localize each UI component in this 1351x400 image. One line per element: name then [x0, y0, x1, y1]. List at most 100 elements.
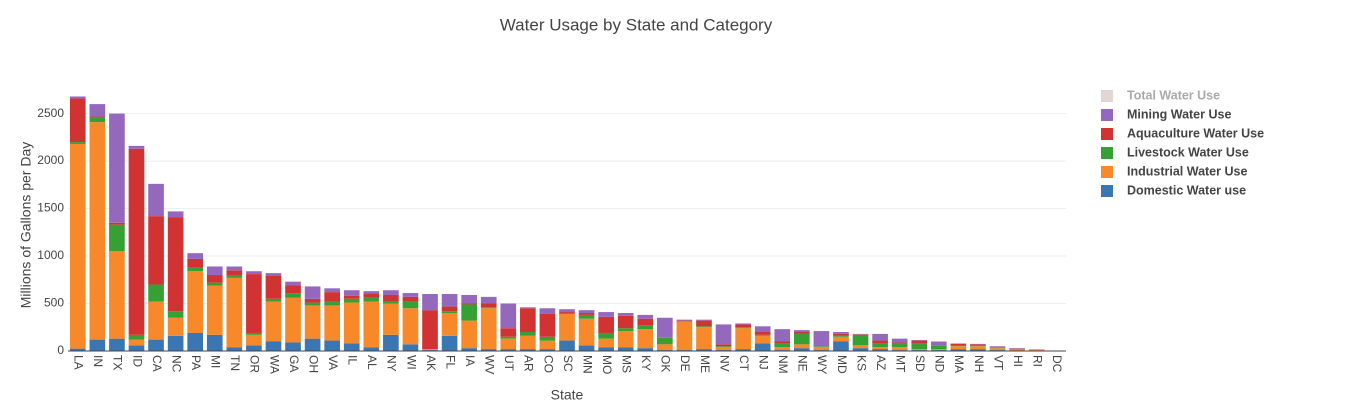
- legend-label[interactable]: Domestic Water use: [1127, 183, 1246, 197]
- x-tick-label: ME: [698, 355, 712, 373]
- bar-segment: [793, 332, 810, 334]
- bar-segment: [246, 332, 262, 335]
- bar-segment: [109, 113, 125, 223]
- x-tick-label: HI: [1011, 355, 1025, 367]
- x-tick-label: ND: [933, 355, 947, 373]
- x-tick-label: MD: [835, 355, 849, 374]
- chart-title: Water Usage by State and Category: [500, 15, 773, 34]
- bar-segment: [69, 348, 86, 351]
- bar-segment: [128, 334, 145, 340]
- bar-segment: [833, 336, 849, 342]
- x-tick-label: CA: [150, 355, 164, 372]
- bar-segment: [480, 349, 497, 351]
- bar-segment: [598, 338, 614, 348]
- x-tick-label: AK: [424, 355, 438, 371]
- bar-segment: [441, 311, 458, 314]
- legend-label[interactable]: Aquaculture Water Use: [1127, 126, 1264, 140]
- bar-segment: [598, 347, 614, 351]
- x-tick-label: IN: [91, 355, 105, 367]
- x-tick-label: VT: [991, 355, 1005, 371]
- bar-segment: [774, 343, 791, 348]
- bar-segment: [970, 344, 986, 346]
- bar-segment: [128, 339, 145, 346]
- bar-segment: [833, 332, 849, 334]
- legend-swatch[interactable]: [1101, 128, 1113, 140]
- bar-segment: [89, 117, 106, 123]
- bar-segment: [109, 222, 125, 225]
- y-tick-label: 1000: [37, 248, 64, 262]
- bar-segment: [657, 337, 673, 345]
- legend-swatch[interactable]: [1101, 147, 1113, 159]
- bar-segment: [813, 346, 830, 348]
- x-tick-label: IL: [346, 355, 360, 365]
- bar-segment: [324, 301, 341, 306]
- bar-segment: [480, 307, 497, 309]
- x-tick-label: ID: [130, 355, 144, 367]
- x-tick-label: TX: [111, 355, 125, 370]
- bar-segment: [167, 211, 184, 218]
- x-tick-label: OH: [306, 355, 320, 373]
- bar-segment: [989, 346, 1006, 348]
- bar-segment: [520, 332, 536, 336]
- x-tick-label: NM: [776, 355, 790, 374]
- bar-segment: [637, 314, 654, 319]
- x-tick-label: LA: [72, 355, 86, 370]
- legend-swatch[interactable]: [1101, 166, 1113, 178]
- bar-segment: [304, 305, 321, 339]
- bar-segment: [872, 347, 888, 350]
- legend-label[interactable]: Industrial Water Use: [1127, 164, 1247, 178]
- bar-segment: [696, 319, 712, 321]
- x-axis-title: State: [551, 387, 584, 400]
- bar-segment: [324, 305, 341, 341]
- bar-segment: [226, 270, 243, 276]
- y-axis-title: Millions of Gallons per Day: [18, 142, 34, 309]
- bar-segment: [422, 310, 438, 350]
- x-tick-label: CT: [737, 355, 751, 372]
- x-tick-label: SD: [913, 355, 927, 372]
- bar-segment: [402, 344, 419, 351]
- bar-segment: [852, 334, 869, 346]
- bar-segment: [754, 332, 771, 335]
- bar-segment: [891, 347, 908, 351]
- bar-segment: [402, 296, 419, 302]
- legend-swatch[interactable]: [1101, 185, 1113, 197]
- bar-segment: [480, 296, 497, 304]
- bar-segment: [285, 285, 301, 294]
- bar-segment: [343, 302, 360, 344]
- bar-segment: [520, 308, 536, 333]
- bar-segment: [148, 284, 164, 302]
- bar-segment: [89, 116, 106, 118]
- bar-segment: [343, 343, 360, 351]
- x-tick-label: WI: [404, 355, 418, 370]
- legend-label[interactable]: Livestock Water Use: [1127, 145, 1249, 159]
- bar-segment: [167, 217, 184, 312]
- bar-segment: [383, 303, 399, 335]
- bar-segment: [617, 313, 634, 316]
- bar-segment: [891, 342, 908, 344]
- bar-segment: [109, 338, 125, 351]
- x-tick-label: UT: [502, 355, 516, 372]
- legend-swatch[interactable]: [1101, 109, 1113, 121]
- bar-segment: [304, 298, 321, 303]
- x-tick-label: SC: [561, 355, 575, 372]
- legend-label[interactable]: Total Water Use: [1127, 88, 1220, 102]
- bar-segment: [343, 295, 360, 299]
- bar-segment: [500, 303, 517, 329]
- bar-segment: [520, 307, 536, 309]
- bar-segment: [422, 294, 438, 311]
- bar-segment: [167, 317, 184, 336]
- bar-segment: [872, 349, 888, 351]
- bar-segment: [363, 291, 380, 295]
- bar-segment: [735, 328, 751, 350]
- legend-label[interactable]: Mining Water Use: [1127, 107, 1231, 121]
- bar-segment: [69, 143, 86, 349]
- legend-swatch[interactable]: [1101, 90, 1113, 102]
- bar-segment: [187, 267, 204, 272]
- bar-segment: [89, 339, 106, 351]
- bar-segment: [754, 335, 771, 344]
- bar-segment: [539, 336, 556, 341]
- bar-segment: [441, 335, 458, 351]
- bar-segment: [872, 340, 888, 344]
- bar-segment: [69, 142, 86, 144]
